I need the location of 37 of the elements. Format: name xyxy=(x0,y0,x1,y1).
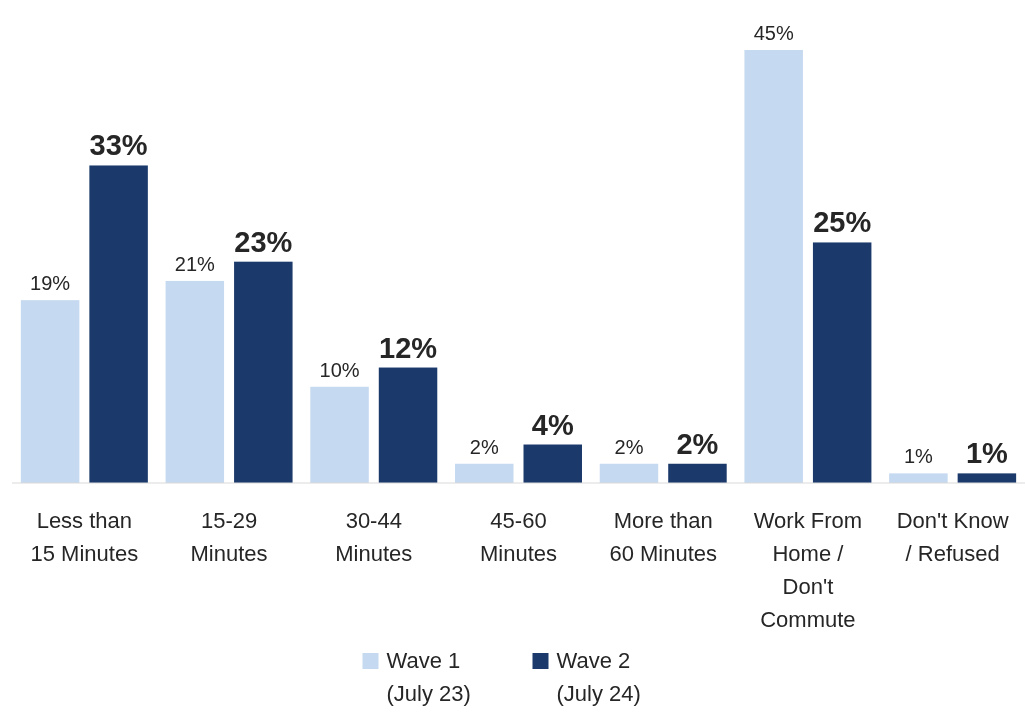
legend-label: Wave 1 (July 23) xyxy=(386,648,471,706)
x-tick-label: More than 60 Minutes xyxy=(609,508,718,566)
bar xyxy=(310,386,369,483)
bar xyxy=(523,444,582,483)
bar xyxy=(89,165,148,483)
bar xyxy=(957,473,1017,483)
data-label: 2% xyxy=(676,427,719,460)
bar xyxy=(668,463,727,483)
data-label: 2% xyxy=(614,435,644,458)
x-tick-label: 15-29 Minutes xyxy=(190,508,268,566)
data-label: 21% xyxy=(174,252,216,275)
bar xyxy=(889,473,948,483)
data-label: 4% xyxy=(531,408,574,441)
bar xyxy=(455,463,514,483)
data-label: 19% xyxy=(30,272,71,295)
bar xyxy=(812,242,872,483)
x-tick-label: Less than 15 Minutes xyxy=(30,508,139,566)
x-tick-label: Don't Know / Refused xyxy=(896,508,1009,566)
data-label: 2% xyxy=(469,435,499,458)
bar xyxy=(378,367,438,483)
legend-label: Wave 2 (July 24) xyxy=(556,648,641,706)
data-label: 1% xyxy=(965,437,1009,470)
data-label: 12% xyxy=(379,331,438,364)
data-label: 45% xyxy=(753,22,794,44)
data-label: 25% xyxy=(813,206,872,239)
data-label: 1% xyxy=(903,445,934,468)
bar xyxy=(165,280,225,483)
data-label: 33% xyxy=(89,129,148,162)
data-label: 23% xyxy=(234,225,293,258)
x-tick-label: Work From Home / Don't Commute xyxy=(753,508,863,632)
bar xyxy=(744,50,803,483)
data-label: 10% xyxy=(319,358,360,381)
x-tick-label: 45-60 Minutes xyxy=(479,508,558,566)
bar xyxy=(234,261,293,483)
bar xyxy=(20,300,80,483)
x-tick-label: 30-44 Minutes xyxy=(335,508,413,566)
bar xyxy=(599,463,659,483)
